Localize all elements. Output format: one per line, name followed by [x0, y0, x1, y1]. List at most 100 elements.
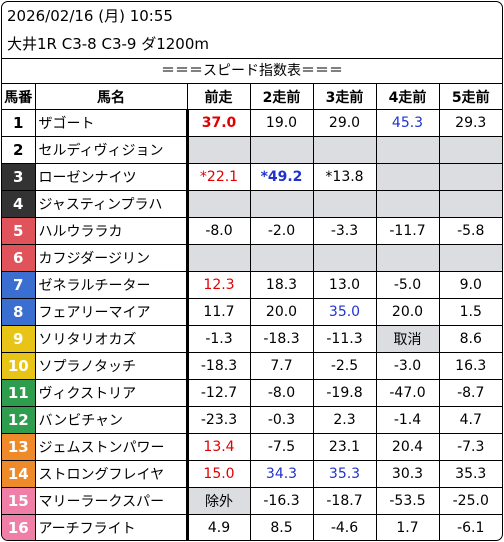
speed-index-value: 13.4: [203, 439, 234, 455]
speed-index-cell: -1.3: [187, 326, 250, 353]
speed-index-value: 1.7: [396, 520, 418, 536]
speed-index-value: -8.0: [268, 385, 295, 401]
speed-index-cell: 4.9: [187, 515, 250, 542]
speed-index-value: -7.5: [268, 439, 295, 455]
speed-index-value: 29.3: [455, 115, 486, 131]
speed-index-value: 19.0: [266, 115, 297, 131]
horse-number: 13: [2, 434, 35, 461]
speed-index-value: 18.3: [266, 277, 297, 293]
speed-index-cell: -25.0: [439, 488, 502, 515]
speed-index-value: 15.0: [203, 466, 234, 482]
speed-index-cell: [313, 137, 376, 164]
speed-index-value: -19.8: [326, 385, 362, 401]
horse-number: 12: [2, 407, 35, 434]
speed-index-cell: -7.3: [439, 434, 502, 461]
speed-index-cell: [376, 164, 439, 191]
table-row: 14 ストロングフレイヤ 15.0 34.3 35.3 30.3 35.3: [2, 461, 502, 488]
speed-index-cell: 29.3: [439, 110, 502, 137]
speed-index-cell: -8.0: [250, 380, 313, 407]
horse-name: カフジダージリン: [35, 245, 187, 272]
speed-index-cell: *13.8: [313, 164, 376, 191]
col-header-number: 馬番: [2, 84, 35, 110]
speed-index-cell: *22.1: [187, 164, 250, 191]
horse-number: 2: [2, 137, 35, 164]
speed-index-cell: -18.3: [250, 326, 313, 353]
speed-index-cell: -0.3: [250, 407, 313, 434]
speed-index-value: 29.0: [329, 115, 360, 131]
speed-index-cell: -3.3: [313, 218, 376, 245]
horse-name: ジャスティンプラハ: [35, 191, 187, 218]
speed-index-cell: [439, 191, 502, 218]
table-row: 15 マリーラークスパー 除外 -16.3 -18.7 -53.5 -25.0: [2, 488, 502, 515]
speed-index-value: 37.0: [202, 115, 237, 131]
speed-index-cell: [187, 245, 250, 272]
speed-index-cell: 35.3: [313, 461, 376, 488]
speed-index-cell: -16.3: [250, 488, 313, 515]
speed-index-value: 7.7: [270, 358, 292, 374]
datetime-line: 2026/02/16 (月) 10:55: [2, 2, 502, 30]
speed-index-cell: 35.0: [313, 299, 376, 326]
horse-name: ハルウララカ: [35, 218, 187, 245]
speed-index-value: 45.3: [392, 115, 423, 131]
horse-number: 14: [2, 461, 35, 488]
speed-index-cell: [439, 137, 502, 164]
speed-index-value: -4.6: [331, 520, 358, 536]
speed-index-value: 2.3: [333, 412, 355, 428]
speed-index-cell: 37.0: [187, 110, 250, 137]
horse-number: 4: [2, 191, 35, 218]
speed-index-value: 30.3: [392, 466, 423, 482]
speed-index-value: 23.1: [329, 439, 360, 455]
speed-index-cell: 35.3: [439, 461, 502, 488]
speed-index-cell: 34.3: [250, 461, 313, 488]
speed-index-cell: 13.4: [187, 434, 250, 461]
table-row: 5 ハルウララカ -8.0 -2.0 -3.3 -11.7 -5.8: [2, 218, 502, 245]
table-row: 12 バンビチャン -23.3 -0.3 2.3 -1.4 4.7: [2, 407, 502, 434]
speed-index-cell: -18.7: [313, 488, 376, 515]
table-row: 9 ソリタリオカズ -1.3 -18.3 -11.3 取消 8.6: [2, 326, 502, 353]
speed-index-cell: 取消: [376, 326, 439, 353]
speed-index-cell: 8.6: [439, 326, 502, 353]
speed-index-value: -1.3: [205, 331, 232, 347]
speed-index-cell: -47.0: [376, 380, 439, 407]
horse-name: ヴィクストリア: [35, 380, 187, 407]
speed-index-cell: -4.6: [313, 515, 376, 542]
speed-index-value: -3.0: [394, 358, 421, 374]
speed-index-value: -23.3: [201, 412, 237, 428]
speed-index-cell: 1.7: [376, 515, 439, 542]
horse-number: 3: [2, 164, 35, 191]
col-header-3-back: 3走前: [313, 84, 376, 110]
horse-number: 6: [2, 245, 35, 272]
speed-index-value: 13.0: [329, 277, 360, 293]
speed-index-value: 35.3: [329, 466, 360, 482]
speed-index-value: 20.0: [266, 304, 297, 320]
speed-index-cell: -19.8: [313, 380, 376, 407]
table-row: 1 ザゴート 37.0 19.0 29.0 45.3 29.3: [2, 110, 502, 137]
speed-index-cell: 2.3: [313, 407, 376, 434]
table-row: 2 セルディヴィジョン: [2, 137, 502, 164]
speed-index-value: -2.0: [268, 223, 295, 239]
horse-name: ジェムストンパワー: [35, 434, 187, 461]
table-title: ＝＝＝スピード指数表＝＝＝: [2, 58, 502, 84]
speed-index-value: -7.3: [457, 439, 484, 455]
horse-number: 10: [2, 353, 35, 380]
speed-index-value: -11.3: [326, 331, 362, 347]
speed-index-value: 4.9: [208, 520, 230, 536]
speed-index-cell: [376, 137, 439, 164]
speed-index-cell: -2.0: [250, 218, 313, 245]
horse-name: バンビチャン: [35, 407, 187, 434]
horse-name: ザゴート: [35, 110, 187, 137]
horse-number: 1: [2, 110, 35, 137]
speed-index-cell: -5.0: [376, 272, 439, 299]
horse-number: 9: [2, 326, 35, 353]
speed-index-cell: 13.0: [313, 272, 376, 299]
horse-name: ソプラノタッチ: [35, 353, 187, 380]
speed-index-cell: [250, 137, 313, 164]
col-header-name: 馬名: [35, 84, 187, 110]
speed-index-cell: 除外: [187, 488, 250, 515]
speed-index-cell: 16.3: [439, 353, 502, 380]
speed-index-value: -6.1: [457, 520, 484, 536]
speed-index-value: 9.0: [460, 277, 482, 293]
speed-index-value: -16.3: [263, 493, 299, 509]
speed-index-value: -3.3: [331, 223, 358, 239]
